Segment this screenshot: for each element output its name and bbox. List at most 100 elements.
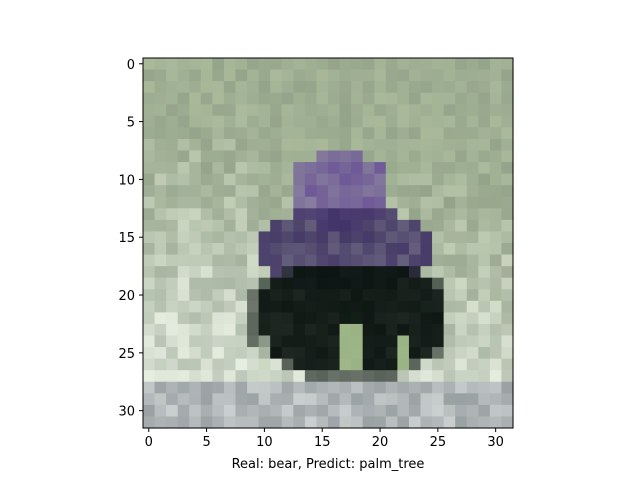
- image-pixel: [489, 335, 503, 348]
- image-pixel: [189, 104, 202, 117]
- image-pixel: [316, 404, 329, 418]
- image-pixel: [420, 416, 433, 429]
- image-pixel: [432, 300, 445, 313]
- image-pixel: [501, 243, 514, 256]
- axes-frame: [142, 57, 514, 429]
- image-pixel: [258, 196, 271, 209]
- image-pixel: [143, 138, 156, 152]
- image-pixel: [247, 323, 260, 337]
- image-pixel: [408, 58, 422, 71]
- image-pixel: [258, 115, 271, 128]
- image-pixel: [328, 358, 341, 371]
- image-pixel: [154, 289, 167, 302]
- image-pixel: [362, 81, 375, 94]
- image-pixel: [258, 323, 271, 337]
- image-pixel: [154, 81, 167, 94]
- image-pixel: [501, 104, 514, 117]
- image-pixel: [501, 370, 514, 383]
- image-pixel: [143, 289, 156, 302]
- image-pixel: [432, 185, 445, 198]
- image-pixel: [143, 104, 156, 117]
- image-pixel: [293, 404, 306, 418]
- image-pixel: [270, 81, 283, 94]
- image-pixel: [478, 162, 491, 175]
- image-pixel: [247, 58, 260, 71]
- image-pixel: [455, 185, 468, 198]
- image-pixel: [385, 58, 398, 71]
- image-pixel: [154, 104, 167, 117]
- image-pixel: [362, 115, 375, 128]
- image-pixel: [501, 358, 514, 371]
- image-pixel: [385, 393, 398, 406]
- image-pixel: [351, 335, 364, 348]
- x-tick-label: 30: [487, 435, 504, 450]
- image-pixel: [455, 138, 468, 152]
- image-pixel: [154, 416, 167, 429]
- image-pixel: [177, 173, 190, 186]
- image-pixel: [281, 69, 294, 82]
- image-pixel: [223, 208, 237, 221]
- image-pixel: [189, 69, 202, 82]
- image-pixel: [501, 323, 514, 337]
- image-pixel: [501, 277, 514, 290]
- image-pixel: [489, 104, 503, 117]
- image-pixel: [200, 138, 213, 152]
- image-pixel: [374, 335, 387, 348]
- image-pixel: [189, 115, 202, 128]
- image-pixel: [293, 185, 306, 198]
- image-pixel: [270, 173, 283, 186]
- image-pixel: [385, 335, 398, 348]
- image-pixel: [166, 150, 179, 163]
- image-pixel: [420, 312, 433, 325]
- image-pixel: [177, 138, 190, 152]
- image-pixel: [293, 138, 306, 152]
- image-pixel: [408, 138, 422, 152]
- image-pixel: [189, 335, 202, 348]
- image-pixel: [281, 115, 294, 128]
- image-pixel: [443, 323, 456, 337]
- image-pixel: [223, 81, 237, 94]
- image-pixel: [200, 266, 213, 279]
- image-pixel: [177, 381, 190, 394]
- image-pixel: [281, 173, 294, 186]
- image-pixel: [212, 243, 225, 256]
- image-pixel: [270, 104, 283, 117]
- image-pixel: [258, 254, 271, 267]
- image-pixel: [408, 185, 422, 198]
- image-pixel: [501, 404, 514, 418]
- image-pixel: [212, 300, 225, 313]
- image-pixel: [455, 266, 468, 279]
- image-pixel: [154, 208, 167, 221]
- image-pixel: [223, 347, 237, 360]
- image-pixel: [154, 358, 167, 371]
- image-pixel: [304, 312, 318, 325]
- image-pixel: [385, 266, 398, 279]
- image-pixel: [270, 127, 283, 140]
- image-pixel: [432, 381, 445, 394]
- image-pixel: [339, 173, 352, 186]
- image-pixel: [432, 254, 445, 267]
- image-pixel: [501, 58, 514, 71]
- image-pixel: [501, 92, 514, 105]
- image-pixel: [281, 162, 294, 175]
- image-pixel: [339, 323, 352, 337]
- image-pixel: [143, 231, 156, 244]
- image-pixel: [223, 416, 237, 429]
- image-pixel: [443, 300, 456, 313]
- image-pixel: [247, 335, 260, 348]
- image-pixel: [143, 58, 156, 71]
- image-pixel: [212, 393, 225, 406]
- image-pixel: [316, 243, 329, 256]
- image-pixel: [281, 81, 294, 94]
- image-pixel: [247, 115, 260, 128]
- image-pixel: [328, 277, 341, 290]
- image-pixel: [489, 381, 503, 394]
- image-pixel: [455, 231, 468, 244]
- image-pixel: [235, 115, 248, 128]
- image-pixel: [223, 231, 237, 244]
- image-pixel: [281, 185, 294, 198]
- image-pixel: [235, 381, 248, 394]
- image-pixel: [200, 335, 213, 348]
- image-pixel: [166, 138, 179, 152]
- image-pixel: [143, 150, 156, 163]
